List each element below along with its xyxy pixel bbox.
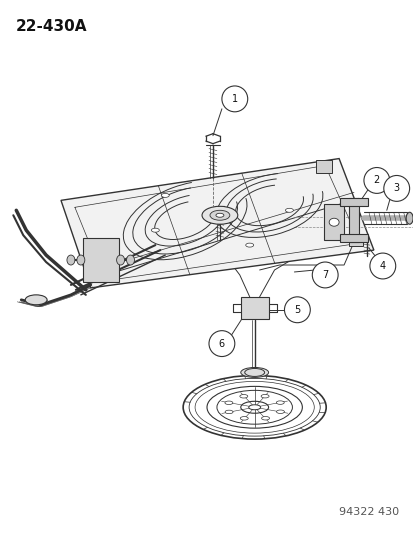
Ellipse shape [261, 416, 269, 420]
Ellipse shape [202, 206, 237, 224]
Ellipse shape [25, 295, 47, 305]
Text: 7: 7 [321, 270, 328, 280]
Text: 1: 1 [231, 94, 237, 104]
Ellipse shape [275, 401, 284, 405]
Text: 3: 3 [393, 183, 399, 193]
Ellipse shape [240, 417, 248, 420]
Text: 6: 6 [218, 338, 224, 349]
Circle shape [209, 330, 234, 357]
Ellipse shape [328, 218, 338, 226]
Ellipse shape [240, 367, 268, 377]
Ellipse shape [261, 394, 268, 398]
Ellipse shape [161, 193, 169, 197]
Polygon shape [316, 159, 331, 173]
Circle shape [284, 297, 310, 322]
Polygon shape [339, 234, 367, 242]
Ellipse shape [126, 255, 134, 265]
Circle shape [363, 167, 389, 193]
Polygon shape [339, 198, 367, 206]
Ellipse shape [209, 211, 229, 220]
Ellipse shape [77, 255, 85, 265]
Ellipse shape [151, 228, 159, 232]
Circle shape [369, 253, 395, 279]
Ellipse shape [216, 213, 223, 217]
Text: 5: 5 [294, 305, 300, 315]
Polygon shape [348, 198, 358, 242]
Ellipse shape [116, 255, 124, 265]
Circle shape [311, 262, 337, 288]
Polygon shape [348, 234, 362, 246]
Circle shape [221, 86, 247, 112]
Ellipse shape [244, 368, 264, 376]
Ellipse shape [239, 394, 247, 398]
Text: 22-430A: 22-430A [15, 19, 87, 34]
Text: 4: 4 [379, 261, 385, 271]
Ellipse shape [405, 212, 412, 224]
Polygon shape [83, 238, 118, 282]
Polygon shape [323, 204, 343, 240]
Text: 2: 2 [373, 175, 379, 185]
Polygon shape [61, 158, 373, 288]
Text: 94322 430: 94322 430 [338, 507, 398, 516]
Circle shape [383, 175, 408, 201]
Ellipse shape [224, 401, 232, 405]
Ellipse shape [225, 410, 233, 414]
Ellipse shape [245, 243, 253, 247]
Ellipse shape [276, 410, 284, 414]
Ellipse shape [285, 208, 293, 212]
Ellipse shape [248, 405, 260, 410]
Polygon shape [240, 297, 268, 319]
Ellipse shape [67, 255, 75, 265]
